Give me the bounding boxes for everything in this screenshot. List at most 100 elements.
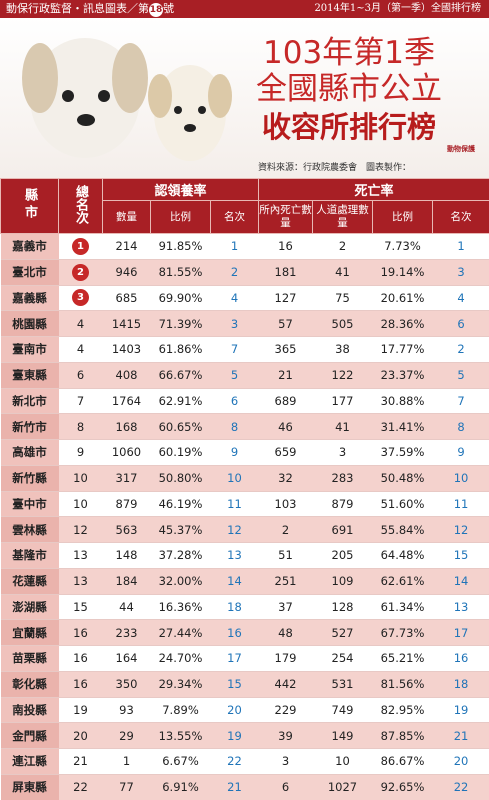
data-row: 新北市 7 1764 62.91% 6 689 177 30.88% 7 [0,388,489,415]
cell: 16.36% [150,594,211,621]
cell: 505 [312,310,373,337]
cell: 21 [58,748,103,775]
subheader: 比例 [372,200,433,234]
cell: 9 [58,439,103,466]
cell: 1027 [312,774,373,800]
cell: 879 [312,491,373,518]
cell: 23.37% [372,362,433,389]
data-row: 新竹縣 10 317 50.80% 10 32 283 50.48% 10 [0,465,489,492]
cell: 229 [258,697,313,724]
cell: 2 [258,516,313,543]
county: 宜蘭縣 [0,619,59,646]
cell: 10 [210,465,259,492]
cell: 82.95% [372,697,433,724]
cell: 164 [102,645,151,672]
rank-badge: 3 [72,289,89,307]
cell: 1 [102,748,151,775]
cell: 16 [58,645,103,672]
cell: 55.84% [372,516,433,543]
cell: 1764 [102,388,151,415]
cell: 92.65% [372,774,433,800]
cell: 8 [58,413,103,440]
data-row: 高雄市 9 1060 60.19% 9 659 3 37.59% 9 [0,439,489,466]
county: 金門縣 [0,722,59,749]
cell: 3 [312,439,373,466]
cell: 62.91% [150,388,211,415]
cell: 28.36% [372,310,433,337]
header-row: 縣市 總名次 認領養率 死亡率 [0,178,489,234]
cell: 14 [210,568,259,595]
cell: 71.39% [150,310,211,337]
cell: 41 [312,413,373,440]
cell: 44 [102,594,151,621]
cell: 27.44% [150,619,211,646]
county-header-text: 縣市 [22,187,37,222]
data-row: 屏東縣 22 77 6.91% 21 6 1027 92.65% 22 [0,774,489,800]
data-row: 雲林縣 12 563 45.37% 12 2 691 55.84% 12 [0,516,489,543]
county: 澎湖縣 [0,594,59,621]
ranking-table: 縣市 總名次 認領養率 死亡率 數量 比例 名次 所內死亡數量 人道處理數量 比例 名次 嘉義市 1 2… [0,178,489,800]
county: 高雄市 [0,439,59,466]
county: 臺南市 [0,336,59,363]
data-row: 臺中市 10 879 46.19% 11 103 879 51.60% 11 [0,491,489,518]
cell: 691 [312,516,373,543]
cell: 75 [312,285,373,312]
cell: 317 [102,465,151,492]
cell: 408 [102,362,151,389]
cell: 3 [432,259,489,286]
data-row: 基隆市 13 148 37.28% 13 51 205 64.48% 15 [0,542,489,569]
cell: 7.89% [150,697,211,724]
cell: 13 [58,568,103,595]
cell: 16 [210,619,259,646]
cell: 3 [210,310,259,337]
subheader: 名次 [431,200,489,234]
title-line: 全國縣市公立 [256,71,442,107]
cell: 283 [312,465,373,492]
cell: 22 [210,748,259,775]
cell: 7 [58,388,103,415]
cell: 93 [102,697,151,724]
cell: 15 [432,542,489,569]
cell: 37.59% [372,439,433,466]
group-header: 認領養率 [102,178,259,201]
cell: 41 [312,259,373,286]
cell: 19.14% [372,259,433,286]
data-row: 嘉義市 1 214 91.85% 1 16 2 7.73% 1 [0,233,489,260]
county: 新竹市 [0,413,59,440]
cell: 19 [58,697,103,724]
cell: 5 [432,362,489,389]
county: 連江縣 [0,748,59,775]
cell: 13 [58,542,103,569]
cell: 531 [312,671,373,698]
data-row: 宜蘭縣 16 233 27.44% 16 48 527 67.73% 17 [0,619,489,646]
cell: 66.67% [150,362,211,389]
cell: 51 [258,542,313,569]
credit: 圖表製作： [366,163,412,173]
logo: 動物保護 [447,145,475,153]
cell: 13.55% [150,722,211,749]
cell: 109 [312,568,373,595]
cell: 22 [58,774,103,800]
cell: 51.60% [372,491,433,518]
cell: 6 [58,362,103,389]
cell: 21 [210,774,259,800]
cell: 87.85% [372,722,433,749]
rank-badge: 2 [72,263,89,281]
cell: 254 [312,645,373,672]
period: 2014年1~3月（第一季）全國排行榜 [314,3,481,14]
issue: 18 [149,3,163,17]
title-line: 103年第1季 [263,35,435,71]
cell: 749 [312,697,373,724]
cell: 689 [258,388,313,415]
cell: 61.34% [372,594,433,621]
cell: 21 [258,362,313,389]
cell: 10 [58,491,103,518]
data-row: 新竹市 8 168 60.65% 8 46 41 31.41% 8 [0,413,489,440]
cell: 46.19% [150,491,211,518]
county: 雲林縣 [0,516,59,543]
county: 臺北市 [0,259,59,286]
cell: 7.73% [372,233,433,260]
cell: 15 [58,594,103,621]
cell: 29.34% [150,671,211,698]
cell: 6 [432,310,489,337]
